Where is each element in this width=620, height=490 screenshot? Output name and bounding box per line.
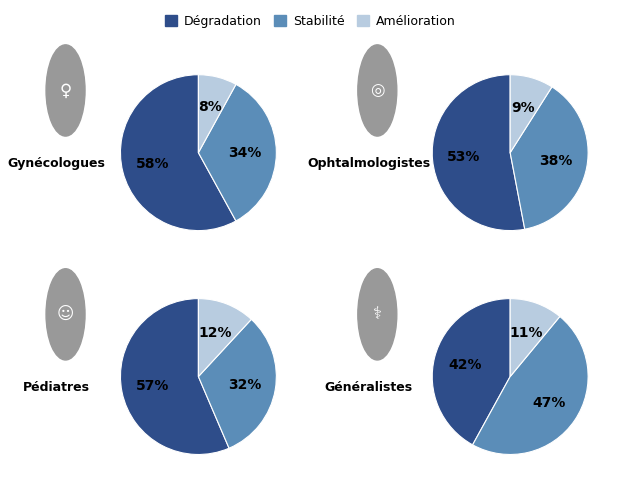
Wedge shape (472, 317, 588, 455)
Text: 53%: 53% (447, 150, 480, 164)
Text: 47%: 47% (532, 396, 565, 410)
Circle shape (358, 269, 397, 360)
Text: Pédiatres: Pédiatres (23, 381, 90, 393)
Wedge shape (432, 74, 525, 231)
Text: Gynécologues: Gynécologues (7, 157, 105, 170)
Wedge shape (198, 319, 277, 448)
Wedge shape (510, 87, 588, 229)
Wedge shape (198, 84, 277, 221)
Text: ⚕: ⚕ (373, 305, 382, 323)
Wedge shape (198, 298, 251, 376)
Text: ♀: ♀ (60, 81, 71, 99)
Text: ☺: ☺ (57, 305, 74, 323)
Legend: Dégradation, Stabilité, Amélioration: Dégradation, Stabilité, Amélioration (161, 11, 459, 32)
Wedge shape (510, 298, 560, 376)
Circle shape (358, 45, 397, 136)
Text: 12%: 12% (198, 326, 232, 340)
Text: 8%: 8% (198, 100, 222, 114)
Text: 9%: 9% (512, 101, 535, 115)
Text: 42%: 42% (448, 358, 482, 372)
Text: Ophtalmologistes: Ophtalmologistes (307, 157, 430, 170)
Wedge shape (120, 74, 236, 231)
Text: 32%: 32% (228, 377, 261, 392)
Wedge shape (510, 74, 552, 153)
Wedge shape (198, 74, 236, 153)
Text: 57%: 57% (136, 379, 169, 393)
Text: ◎: ◎ (370, 81, 384, 99)
Text: Généralistes: Généralistes (324, 381, 412, 393)
Text: 38%: 38% (539, 154, 573, 169)
Wedge shape (432, 298, 510, 445)
Text: 34%: 34% (229, 146, 262, 160)
Circle shape (46, 45, 85, 136)
Text: 11%: 11% (509, 325, 542, 340)
Wedge shape (120, 298, 229, 455)
Circle shape (46, 269, 85, 360)
Text: 58%: 58% (136, 157, 170, 171)
